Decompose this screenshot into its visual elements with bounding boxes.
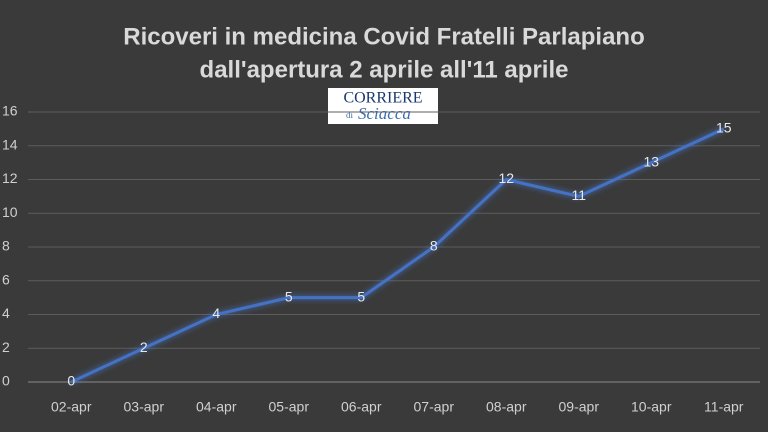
- x-tick-label: 03-apr: [124, 399, 165, 415]
- logo: CORRIERE di Sciacca: [328, 88, 438, 124]
- x-tick-label: 08-apr: [486, 399, 527, 415]
- y-tick-label: 0: [2, 373, 10, 389]
- y-tick-label: 16: [2, 103, 18, 119]
- data-label: 0: [67, 373, 75, 389]
- data-label: 5: [285, 288, 293, 304]
- data-line: [70, 127, 725, 384]
- data-label: 15: [716, 120, 732, 136]
- x-tick-label: 11-apr: [704, 399, 744, 415]
- logo-text: Sciacca: [358, 104, 411, 123]
- y-tick-label: 4: [2, 305, 10, 321]
- data-label: 11: [571, 187, 586, 203]
- chart-title: Ricoveri in medicina Covid Fratelli Parl…: [123, 23, 644, 50]
- data-label: 4: [212, 305, 220, 321]
- y-tick-label: 10: [2, 204, 18, 220]
- logo-text: CORRIERE: [343, 90, 422, 107]
- data-label: 12: [498, 170, 514, 186]
- x-tick-label: 04-apr: [196, 399, 237, 415]
- data-label: 13: [643, 153, 659, 169]
- y-tick-label: 14: [2, 136, 18, 152]
- x-tick-label: 06-apr: [341, 399, 382, 415]
- logo-box: [328, 88, 438, 124]
- y-tick-label: 2: [2, 339, 10, 355]
- logo-text: di: [346, 110, 354, 120]
- y-tick-label: 12: [2, 170, 18, 186]
- x-tick-label: 10-apr: [631, 399, 672, 415]
- x-tick-label: 07-apr: [414, 399, 455, 415]
- x-tick-label: 09-apr: [559, 399, 600, 415]
- data-label: 5: [357, 288, 365, 304]
- y-tick-label: 8: [2, 238, 10, 254]
- y-tick-label: 6: [2, 271, 10, 287]
- chart-title: dall'apertura 2 aprile all'11 aprile: [200, 56, 569, 83]
- data-label: 2: [140, 339, 148, 355]
- x-tick-label: 02-apr: [51, 399, 92, 415]
- data-label: 8: [430, 238, 438, 254]
- x-tick-label: 05-apr: [269, 399, 310, 415]
